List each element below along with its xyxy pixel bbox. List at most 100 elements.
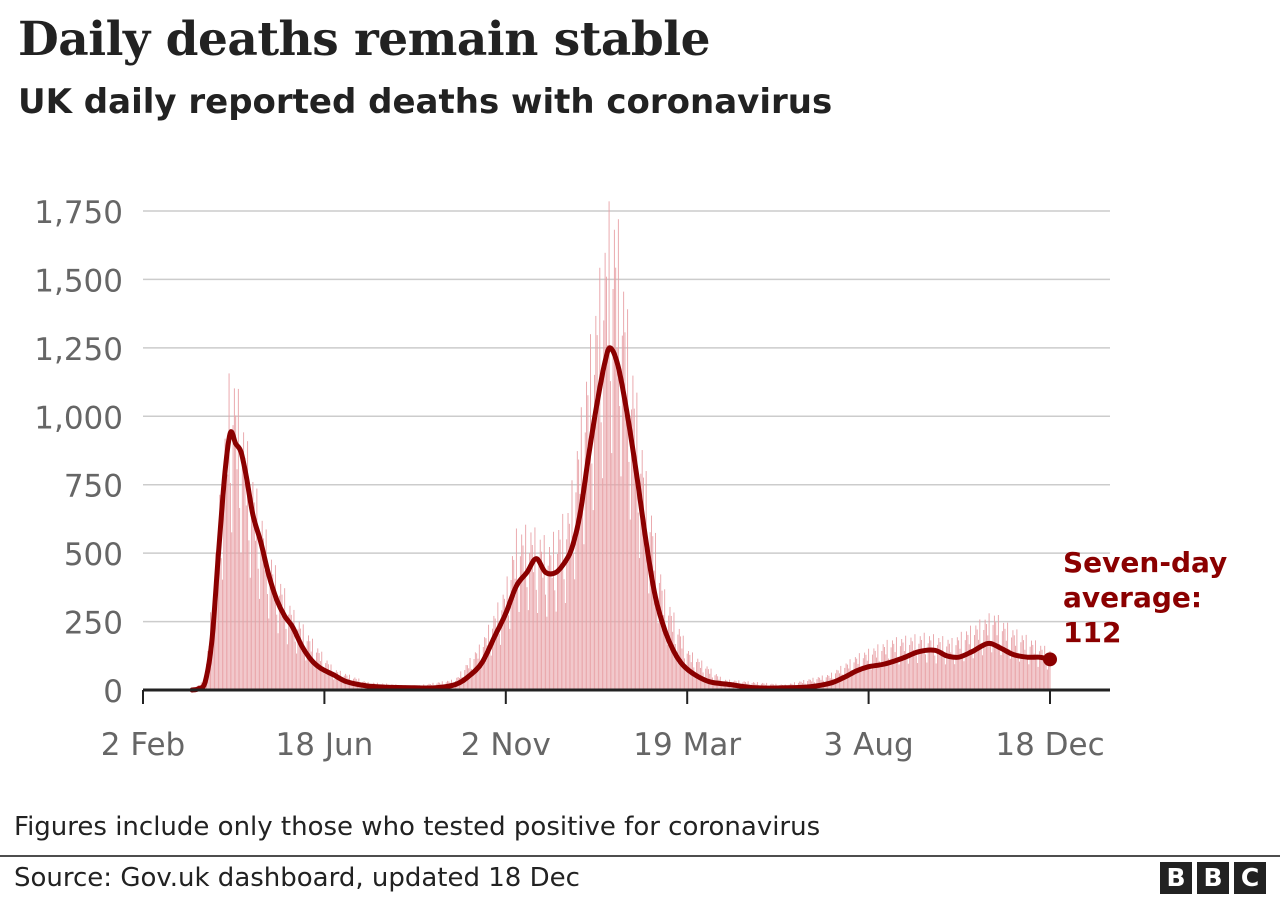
daily-deaths-bar: [865, 654, 867, 690]
daily-deaths-bar: [967, 634, 969, 690]
daily-deaths-bar: [656, 598, 658, 690]
y-tick-label: 0: [103, 674, 123, 710]
daily-deaths-bar: [592, 510, 594, 690]
daily-deaths-bar: [244, 457, 246, 690]
daily-deaths-bar: [650, 515, 652, 690]
x-tick-label: 19 Mar: [633, 727, 741, 763]
daily-deaths-bar: [212, 636, 214, 690]
daily-deaths-bar: [249, 577, 251, 690]
daily-deaths-bar: [974, 635, 975, 690]
daily-deaths-bar: [329, 670, 331, 690]
daily-deaths-bar: [541, 551, 543, 690]
daily-deaths-bar: [233, 388, 235, 690]
daily-deaths-bar: [289, 605, 291, 690]
daily-deaths-bar: [564, 603, 566, 690]
daily-deaths-bar: [286, 644, 288, 690]
daily-deaths-bar: [555, 611, 557, 690]
daily-deaths-bar: [534, 527, 536, 690]
daily-deaths-bar: [942, 636, 944, 690]
daily-deaths-bar: [637, 512, 639, 690]
daily-deaths-bar: [239, 507, 241, 690]
daily-deaths-bar: [537, 613, 539, 690]
daily-deaths-bar: [263, 538, 264, 690]
daily-deaths-bar: [915, 655, 917, 690]
bbc-logo-letter: B: [1197, 862, 1229, 894]
daily-deaths-bar: [613, 229, 615, 690]
daily-deaths-bar: [248, 540, 250, 690]
daily-deaths-bar: [264, 570, 266, 690]
daily-deaths-bar: [550, 555, 552, 690]
daily-deaths-bar: [256, 488, 258, 690]
daily-deaths-bar: [604, 252, 606, 690]
daily-deaths-bar: [860, 666, 862, 690]
daily-deaths-bar: [245, 505, 247, 690]
daily-deaths-bar: [595, 315, 597, 690]
daily-deaths-bar: [514, 578, 516, 690]
daily-deaths-bar: [917, 663, 919, 690]
daily-deaths-bar: [470, 668, 472, 690]
daily-deaths-bar: [647, 559, 648, 690]
daily-deaths-bar: [519, 556, 521, 690]
daily-deaths-bar: [1038, 651, 1040, 690]
daily-deaths-bar: [989, 641, 991, 690]
daily-deaths-bar: [1036, 659, 1038, 690]
daily-deaths-bar: [518, 611, 520, 690]
daily-deaths-bar: [1009, 658, 1011, 690]
daily-deaths-bar: [672, 631, 674, 690]
daily-deaths-bar: [243, 432, 245, 690]
daily-deaths-bar: [612, 288, 614, 690]
daily-deaths-bar: [319, 661, 321, 690]
daily-deaths-bar: [1024, 649, 1026, 690]
daily-deaths-bar: [624, 332, 626, 690]
daily-deaths-bar: [922, 648, 924, 690]
daily-deaths-bar: [641, 450, 643, 690]
daily-deaths-bar: [562, 513, 564, 690]
daily-deaths-bar: [911, 641, 913, 690]
daily-deaths-bar: [251, 504, 253, 690]
daily-deaths-bar: [713, 680, 715, 690]
daily-deaths-bar: [995, 622, 997, 690]
daily-deaths-bar: [980, 645, 982, 690]
y-tick-label: 750: [64, 469, 123, 505]
daily-deaths-bar: [893, 643, 895, 690]
daily-deaths-bar: [970, 625, 972, 690]
daily-deaths-bar: [615, 267, 617, 690]
x-tick-label: 3 Aug: [824, 727, 914, 763]
daily-deaths-bar: [903, 651, 905, 690]
daily-deaths-bar: [878, 661, 880, 690]
daily-deaths-bar: [241, 461, 243, 690]
daily-deaths-bar: [674, 644, 676, 690]
daily-deaths-bar: [338, 675, 340, 690]
daily-deaths-bar: [639, 558, 640, 690]
daily-deaths-bar: [517, 589, 519, 690]
daily-deaths-bar: [551, 577, 553, 690]
daily-deaths-bar: [269, 572, 271, 690]
daily-deaths-bar: [930, 640, 932, 690]
daily-deaths-bar: [731, 685, 733, 690]
daily-deaths-bar: [925, 654, 926, 690]
daily-deaths-bar: [296, 653, 298, 690]
daily-deaths-bar: [876, 657, 877, 690]
daily-deaths-bar: [506, 576, 508, 690]
daily-deaths-bar: [1011, 637, 1013, 690]
daily-deaths-bar: [620, 476, 622, 690]
daily-deaths-bar: [963, 661, 965, 690]
daily-deaths-bar: [870, 669, 872, 690]
daily-deaths-bar: [1025, 634, 1027, 690]
daily-deaths-bar: [890, 647, 892, 690]
daily-deaths-bar: [497, 602, 499, 690]
daily-deaths-bar: [722, 684, 724, 690]
daily-deaths-bar: [1028, 664, 1030, 690]
daily-deaths-bar: [575, 492, 577, 690]
daily-deaths-bar: [236, 469, 238, 690]
daily-deaths-bar: [292, 630, 294, 690]
daily-deaths-bar: [265, 529, 267, 690]
daily-deaths-bar: [232, 425, 234, 690]
daily-deaths-bar: [856, 658, 858, 690]
daily-deaths-bar: [617, 219, 619, 690]
axes: 0 250 500 750 1,000 1,250 1,500 1,750 2 Feb 18 Ju…: [34, 195, 1110, 763]
daily-deaths-bar: [979, 619, 981, 690]
daily-deaths-bar: [694, 673, 696, 690]
daily-deaths-bar: [1013, 635, 1015, 690]
daily-deaths-bar: [1004, 628, 1006, 690]
